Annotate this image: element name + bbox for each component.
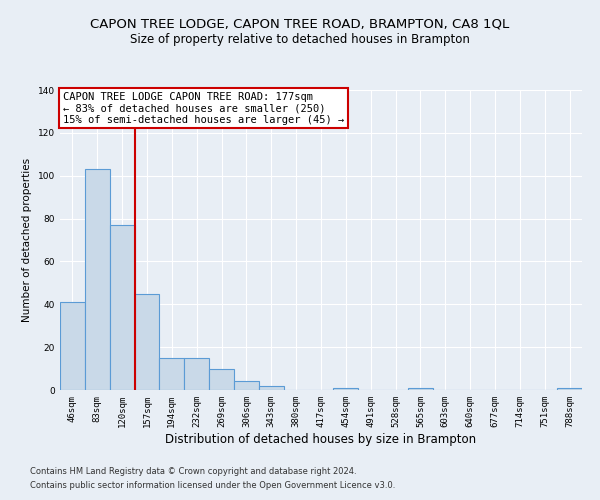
Text: CAPON TREE LODGE CAPON TREE ROAD: 177sqm
← 83% of detached houses are smaller (2: CAPON TREE LODGE CAPON TREE ROAD: 177sqm…	[62, 92, 344, 124]
Bar	[110, 225, 134, 390]
Text: Contains public sector information licensed under the Open Government Licence v3: Contains public sector information licen…	[30, 481, 395, 490]
Bar	[259, 386, 284, 390]
Bar	[557, 388, 582, 390]
X-axis label: Distribution of detached houses by size in Brampton: Distribution of detached houses by size …	[166, 432, 476, 446]
Bar	[134, 294, 160, 390]
Y-axis label: Number of detached properties: Number of detached properties	[22, 158, 32, 322]
Bar	[184, 358, 209, 390]
Bar	[85, 170, 110, 390]
Bar	[334, 388, 358, 390]
Bar	[209, 368, 234, 390]
Bar	[160, 358, 184, 390]
Text: Size of property relative to detached houses in Brampton: Size of property relative to detached ho…	[130, 32, 470, 46]
Text: Contains HM Land Registry data © Crown copyright and database right 2024.: Contains HM Land Registry data © Crown c…	[30, 467, 356, 476]
Bar	[234, 382, 259, 390]
Bar	[408, 388, 433, 390]
Bar	[60, 302, 85, 390]
Text: CAPON TREE LODGE, CAPON TREE ROAD, BRAMPTON, CA8 1QL: CAPON TREE LODGE, CAPON TREE ROAD, BRAMP…	[91, 18, 509, 30]
